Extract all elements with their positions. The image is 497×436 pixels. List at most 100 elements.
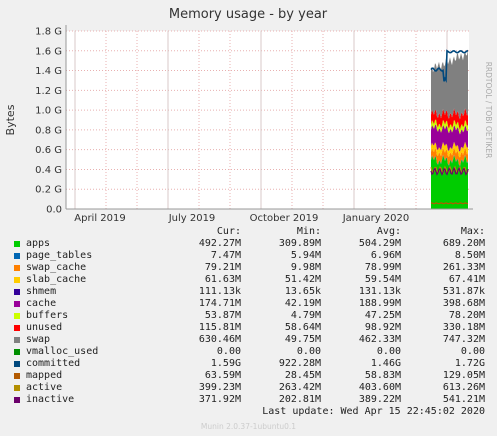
rrdtool-credit: RRDTOOL / TOBI OETIKER (484, 62, 493, 159)
legend-swatch (14, 313, 20, 319)
legend-min: 263.42M (278, 382, 321, 393)
legend-row-shmem: shmem 111.13k 13.65k 131.13k 531.87k (0, 286, 497, 298)
legend-max: 1.72G (454, 358, 485, 369)
y-tick-label: 1.8 G (35, 27, 62, 38)
legend-cur: 0.00 (216, 346, 241, 357)
legend-header-avg: Avg: (376, 226, 401, 237)
legend-row-swap-cache: swap_cache 79.21M 9.98M 78.99M 261.33M (0, 262, 497, 274)
legend-min: 5.94M (290, 250, 321, 261)
legend-max: 747.32M (442, 334, 485, 345)
legend-cur: 1.59G (210, 358, 241, 369)
legend-avg: 1.46G (370, 358, 401, 369)
legend-min: 4.79M (290, 310, 321, 321)
area-page-tables (431, 154, 468, 167)
legend-name: active (26, 382, 63, 393)
x-tick-label: April 2019 (74, 213, 125, 224)
legend-row-cache: cache 174.71M 42.19M 188.99M 398.68M (0, 298, 497, 310)
legend-swatch (14, 349, 20, 355)
legend-header-max: Max: (460, 226, 485, 237)
legend-avg: 98.92M (364, 322, 401, 333)
legend-row-apps: apps 492.27M 309.89M 504.29M 689.20M (0, 238, 497, 250)
legend-max: 67.41M (448, 274, 485, 285)
y-tick-label: 0.0 (46, 205, 62, 216)
legend-cur: 174.71M (198, 298, 241, 309)
legend-name: unused (26, 322, 63, 333)
legend-row-buffers: buffers 53.87M 4.79M 47.25M 78.20M (0, 310, 497, 322)
legend-avg: 403.60M (358, 382, 401, 393)
legend-name: inactive (26, 394, 75, 405)
legend-max: 398.68M (442, 298, 485, 309)
legend-swatch (14, 361, 20, 367)
legend-cur: 63.59M (204, 370, 241, 381)
y-tick-label: 0.8 G (35, 125, 62, 136)
memory-chart: Memory usage - by year RRDTOOL / TOBI OE… (4, 7, 493, 224)
legend-max: 541.21M (442, 394, 485, 405)
area-cache (431, 124, 468, 152)
legend-avg: 58.83M (364, 370, 401, 381)
legend-min: 9.98M (290, 262, 321, 273)
legend-max: 78.20M (448, 310, 485, 321)
legend-min: 49.75M (284, 334, 321, 345)
legend-avg: 462.33M (358, 334, 401, 345)
legend-min: 0.00 (296, 346, 321, 357)
legend-name: swap (26, 334, 51, 345)
legend-cur: 79.21M (204, 262, 241, 273)
legend-max: 613.26M (442, 382, 485, 393)
legend-max: 330.18M (442, 322, 485, 333)
y-tick-label: 1.4 G (35, 66, 62, 77)
legend-row-committed: committed 1.59G 922.28M 1.46G 1.72G (0, 358, 497, 370)
x-tick-label: October 2019 (250, 213, 319, 224)
legend-cur: 399.23M (198, 382, 241, 393)
legend-name: apps (26, 238, 51, 249)
legend-row-active: active 399.23M 263.42M 403.60M 613.26M (0, 382, 497, 394)
legend-cur: 115.81M (198, 322, 241, 333)
legend-swatch (14, 265, 20, 271)
line-committed (430, 49, 469, 83)
legend-swatch (14, 253, 20, 259)
area-unused (431, 108, 468, 130)
y-tick-label: 0.4 G (35, 165, 62, 176)
legend-max: 261.33M (442, 262, 485, 273)
legend-min: 922.28M (278, 358, 321, 369)
last-update: Last update: Wed Apr 15 22:45:02 2020 (262, 406, 485, 417)
line-mapped (430, 202, 469, 205)
line-inactive (430, 166, 469, 176)
area-swap-cache (431, 147, 468, 166)
plot-area (66, 31, 469, 209)
legend-name: committed (26, 358, 81, 369)
legend-row-inactive: inactive 371.92M 202.81M 389.22M 541.21M (0, 394, 497, 406)
legend-avg: 59.54M (364, 274, 401, 285)
legend-swatch (14, 277, 20, 283)
legend-header-cur: Cur: (216, 226, 241, 237)
legend-row-unused: unused 115.81M 58.64M 98.92M 330.18M (0, 322, 497, 334)
legend-swatch (14, 397, 20, 403)
legend-swatch (14, 385, 20, 391)
legend-header-min: Min: (296, 226, 321, 237)
legend-cur: 371.92M (198, 394, 241, 405)
legend-row-page-tables: page_tables 7.47M 5.94M 6.96M 8.50M (0, 250, 497, 262)
legend-min: 202.81M (278, 394, 321, 405)
legend-swatch (14, 325, 20, 331)
legend-min: 42.19M (284, 298, 321, 309)
legend-avg: 78.99M (364, 262, 401, 273)
legend-header: Cur: Min: Avg: Max: (0, 226, 497, 238)
legend-avg: 6.96M (370, 250, 401, 261)
legend-max: 129.05M (442, 370, 485, 381)
legend-swatch (14, 301, 20, 307)
legend-cur: 61.63M (204, 274, 241, 285)
x-tick-label: January 2020 (342, 213, 410, 224)
legend-swatch (14, 373, 20, 379)
legend-min: 309.89M (278, 238, 321, 249)
legend-avg: 47.25M (364, 310, 401, 321)
legend-name: mapped (26, 370, 63, 381)
y-tick-label: 0.6 G (35, 145, 62, 156)
area-slab-cache (431, 141, 468, 158)
legend-max: 531.87k (442, 286, 485, 297)
legend-avg: 504.29M (358, 238, 401, 249)
legend-cur: 492.27M (198, 238, 241, 249)
legend-row-slab-cache: slab_cache 61.63M 51.42M 59.54M 67.41M (0, 274, 497, 286)
legend-min: 13.65k (284, 286, 321, 297)
legend-max: 689.20M (442, 238, 485, 249)
y-tick-label: 1.0 G (35, 106, 62, 117)
legend-cur: 7.47M (210, 250, 241, 261)
